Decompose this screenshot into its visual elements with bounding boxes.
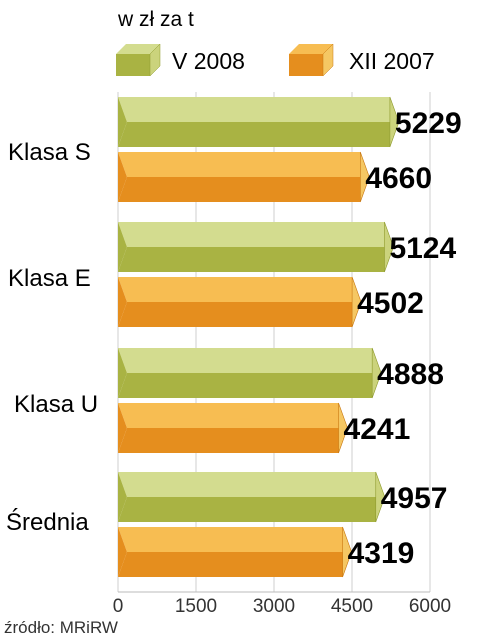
legend-swatch-front [116, 54, 150, 76]
bar-klasa-e-v-2008-end-cap [384, 221, 394, 273]
bar-srednia-xii-2007 [118, 526, 352, 578]
x-tick-label: 1500 [175, 596, 217, 617]
bar-klasa-u-xii-2007-bottom-face [118, 428, 348, 453]
bars-layer [118, 96, 400, 578]
legend-swatch-side [149, 43, 161, 77]
bar-klasa-u-xii-2007-start-cap [118, 403, 127, 453]
x-tick-label: 4500 [331, 596, 373, 617]
value-label-klasa-s-xii-2007: 4660 [365, 162, 432, 195]
value-label-klasa-u-v-2008: 4888 [377, 358, 444, 391]
x-tick-label: 3000 [253, 596, 295, 617]
bar-srednia-v-2008-end-cap [375, 471, 386, 523]
value-label-klasa-e-xii-2007: 4502 [357, 287, 424, 320]
category-labels: Klasa S Klasa E Klasa U Średnia [6, 139, 98, 536]
bar-srednia-v-2008-top-face [118, 472, 385, 497]
bar-klasa-s-xii-2007-bottom-face [118, 177, 370, 202]
bar-klasa-s-v-2008 [118, 96, 400, 148]
category-label-srednia: Średnia [6, 508, 89, 536]
bar-klasa-e-v-2008-top-face [118, 222, 394, 247]
bar-srednia-xii-2007-bottom-face [118, 552, 352, 577]
bar-klasa-u-v-2008 [118, 347, 382, 399]
legend-label-xii-2007: XII 2007 [349, 48, 435, 74]
legend-swatch-xii-2007 [289, 43, 334, 77]
legend-swatch-top [116, 44, 160, 54]
x-tick-label: 6000 [409, 596, 451, 617]
bar-klasa-s-v-2008-top-face [118, 97, 399, 122]
bar-srednia-v-2008-bottom-face [118, 497, 385, 522]
bar-klasa-s-xii-2007-start-cap [118, 152, 127, 202]
bar-klasa-e-xii-2007-top-face [118, 277, 362, 302]
value-label-srednia-xii-2007: 4319 [348, 537, 415, 570]
bar-klasa-e-v-2008-bottom-face [118, 247, 394, 272]
source-note: źródło: MRiRW [4, 618, 118, 637]
bar-klasa-e-xii-2007-bottom-face [118, 302, 362, 327]
value-label-klasa-s-v-2008: 5229 [395, 107, 462, 140]
legend-swatch-front [289, 54, 323, 76]
bar-klasa-e-v-2008-start-cap [118, 222, 127, 272]
bar-klasa-u-xii-2007 [118, 402, 348, 454]
legend-swatch-top [289, 44, 333, 54]
legend-label-v-2008: V 2008 [172, 48, 245, 74]
bar-srednia-v-2008-start-cap [118, 472, 127, 522]
value-label-klasa-e-v-2008: 5124 [389, 232, 456, 265]
category-label-klasa-s: Klasa S [8, 139, 91, 166]
bar-klasa-s-xii-2007 [118, 151, 370, 203]
bar-srednia-xii-2007-top-face [118, 527, 352, 552]
x-tick-label: 0 [113, 596, 124, 617]
bar-klasa-e-xii-2007-end-cap [351, 276, 362, 328]
legend-swatch-side [322, 43, 334, 77]
value-label-srednia-v-2008: 4957 [381, 482, 448, 515]
bar-klasa-s-v-2008-bottom-face [118, 122, 399, 147]
bar-klasa-u-xii-2007-end-cap [338, 402, 348, 454]
bar-klasa-u-xii-2007-top-face [118, 403, 348, 428]
bar-srednia-xii-2007-start-cap [118, 527, 127, 577]
bar-klasa-s-v-2008-end-cap [389, 96, 400, 148]
bar-klasa-e-xii-2007-start-cap [118, 277, 127, 327]
unit-label: w zł za t [117, 8, 194, 31]
value-label-klasa-u-xii-2007: 4241 [344, 413, 411, 446]
x-tick-labels: 0 1500 3000 4500 6000 [113, 596, 451, 617]
bar-klasa-u-v-2008-end-cap [371, 347, 382, 399]
labels-layer: 5229 4660 5124 4502 4888 4241 4957 4319 [344, 107, 462, 570]
legend-swatch-v-2008 [116, 43, 161, 77]
category-label-klasa-e: Klasa E [8, 265, 91, 292]
legend: V 2008 XII 2007 [116, 43, 435, 77]
bar-srednia-v-2008 [118, 471, 386, 523]
bar-klasa-u-v-2008-top-face [118, 348, 382, 373]
bar-klasa-u-v-2008-bottom-face [118, 373, 382, 398]
bar-klasa-s-xii-2007-end-cap [360, 151, 370, 203]
bar-klasa-s-xii-2007-top-face [118, 152, 370, 177]
bar-srednia-xii-2007-end-cap [342, 526, 352, 578]
category-label-klasa-u: Klasa U [14, 391, 98, 418]
bar-klasa-e-v-2008 [118, 221, 394, 273]
bar-klasa-e-xii-2007 [118, 276, 362, 328]
bar-klasa-s-v-2008-start-cap [118, 97, 127, 147]
bar-klasa-u-v-2008-start-cap [118, 348, 127, 398]
